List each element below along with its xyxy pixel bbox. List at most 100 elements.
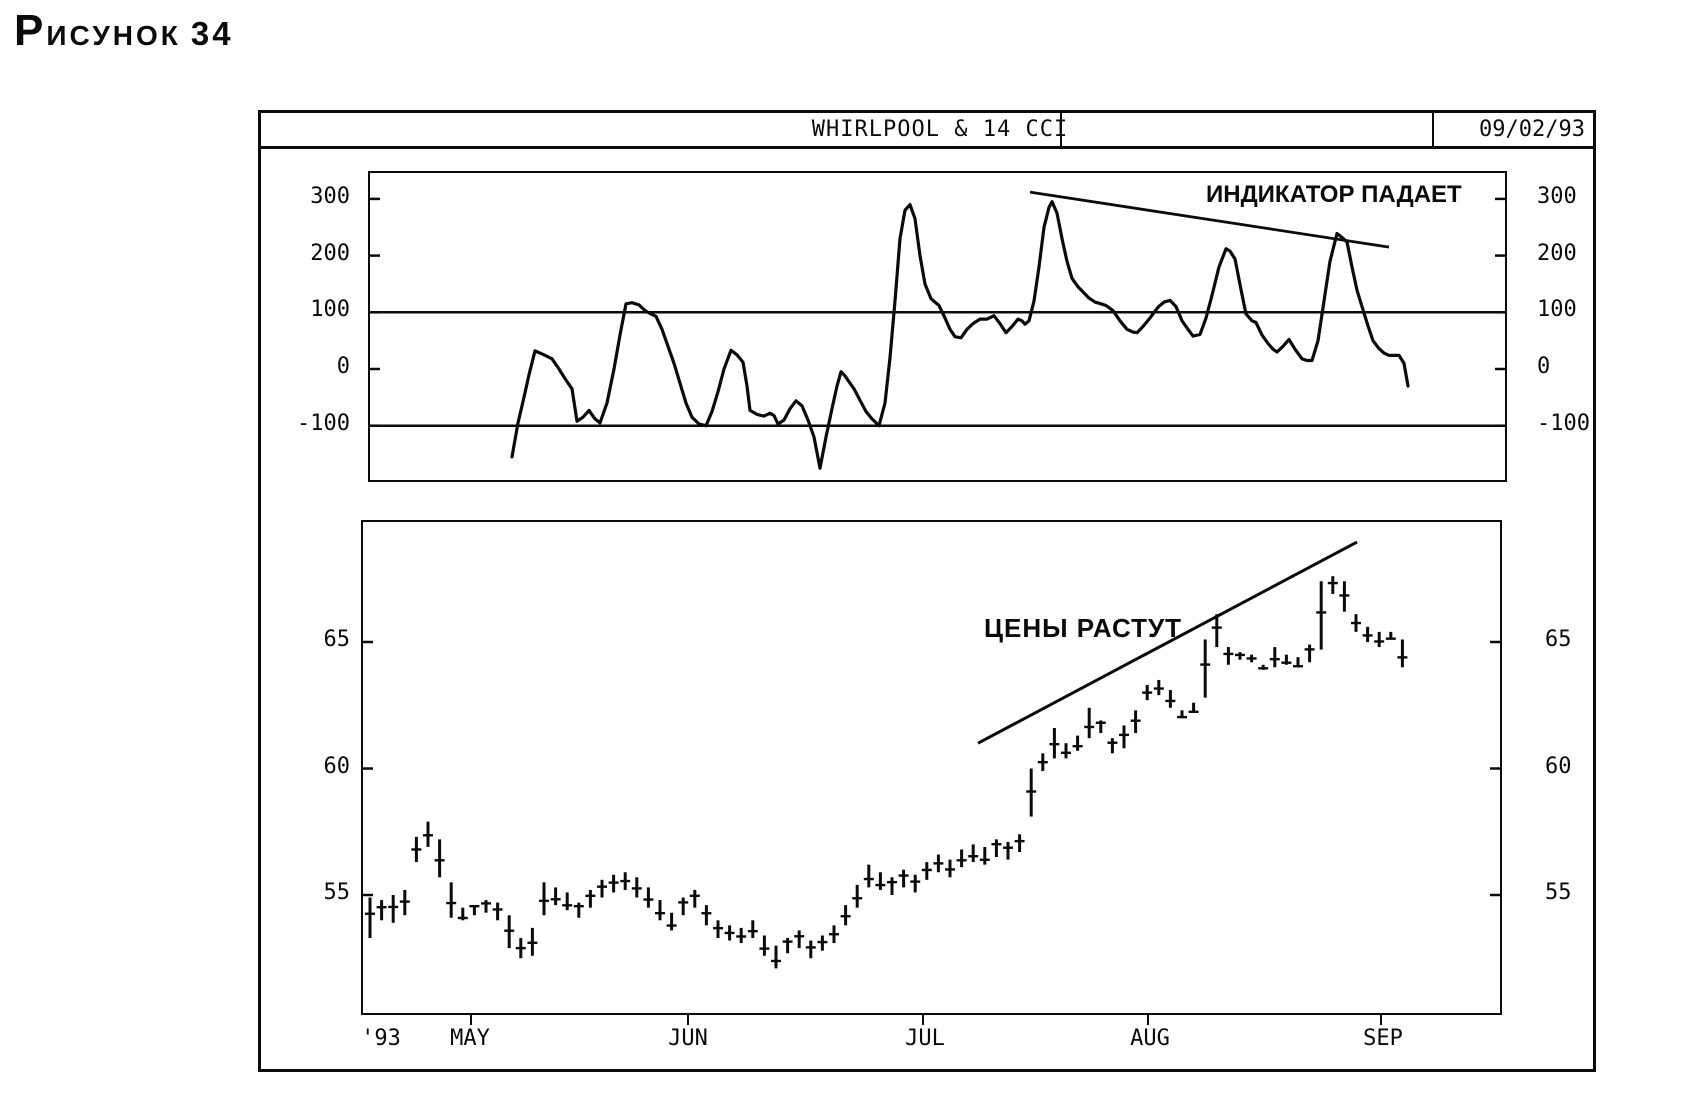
price-panel <box>361 520 1502 1015</box>
x-axis-month-label: SEP <box>1363 1026 1403 1051</box>
price-bar <box>1049 728 1060 759</box>
price-bar <box>991 839 1002 858</box>
price-bar <box>388 895 399 923</box>
price-bar <box>759 935 770 956</box>
figure-number: 34 <box>190 15 234 52</box>
price-bar <box>933 854 944 873</box>
price-bar <box>1153 679 1164 696</box>
price-bar <box>840 905 851 926</box>
price-trendline-up <box>977 540 1358 745</box>
price-bar <box>1014 834 1025 852</box>
price-bar <box>782 938 793 954</box>
cci-chart <box>370 190 1505 470</box>
price-bar <box>620 872 631 890</box>
price-bar <box>597 879 607 898</box>
price-bar <box>434 839 445 878</box>
cci-indicator-panel <box>368 171 1507 482</box>
price-bar <box>1293 657 1303 668</box>
price-bar <box>1119 725 1129 749</box>
chart-date: 09/02/93 <box>1479 117 1585 142</box>
price-bar <box>956 849 967 868</box>
price-bar <box>1142 685 1153 701</box>
price-bar <box>1374 631 1385 648</box>
price-bar <box>1165 690 1176 708</box>
price-bar <box>771 945 781 969</box>
price-bar <box>469 904 480 916</box>
x-axis-month-tick <box>1147 1014 1149 1025</box>
x-axis-month-tick <box>922 1014 924 1025</box>
price-bar <box>713 920 723 939</box>
price-bar <box>481 900 491 913</box>
price-bar <box>585 889 596 908</box>
cci-y-tick-label-right: -100 <box>1537 410 1590 436</box>
price-bar <box>504 915 515 949</box>
price-bar <box>1188 702 1199 713</box>
cci-y-tick-label-right: 100 <box>1537 297 1577 323</box>
price-bar <box>794 930 805 949</box>
price-bar <box>1061 743 1071 759</box>
price-bar <box>747 920 758 939</box>
price-chart <box>363 540 1500 969</box>
price-bar <box>910 874 921 893</box>
x-axis-month-label: JUL <box>905 1026 945 1051</box>
price-bar <box>678 897 689 916</box>
price-bar <box>1107 738 1118 754</box>
x-axis-month-label: '93 <box>361 1026 401 1051</box>
x-axis-month-tick <box>470 1014 472 1025</box>
x-axis-month-label: AUG <box>1130 1026 1170 1051</box>
price-y-tick-label-right: 60 <box>1545 753 1572 779</box>
cci-trendline-down <box>1029 190 1390 249</box>
price-bar <box>539 882 549 916</box>
price-bar <box>1339 581 1350 612</box>
price-y-tick-label-left: 60 <box>323 753 351 779</box>
figure-label-text: ИСУНОК <box>46 20 181 51</box>
price-bar <box>527 927 538 956</box>
figure-label-initial: Р <box>14 6 47 55</box>
price-bar <box>1177 710 1187 719</box>
price-bar <box>829 925 839 944</box>
header-cell-divider <box>1060 112 1062 146</box>
price-bar <box>1281 654 1292 665</box>
price-bar <box>562 892 573 911</box>
chart-title: WHIRLPOOL & 14 CCI <box>811 117 1069 142</box>
price-bar <box>666 912 677 931</box>
price-bar <box>701 905 712 926</box>
price-bar <box>1211 614 1222 648</box>
price-bar <box>1304 644 1315 663</box>
cci-y-tick-label-left: 300 <box>310 183 350 209</box>
price-bar <box>979 846 990 865</box>
price-bar <box>1397 639 1408 668</box>
price-bar <box>689 889 700 908</box>
cci-annotation: ИНДИКАТОР ПАДАЕТ <box>1206 181 1462 208</box>
price-bar <box>631 877 642 898</box>
price-bar <box>643 887 654 908</box>
price-bar <box>817 935 828 951</box>
price-annotation: ЦЕНЫ РАСТУТ <box>984 613 1183 643</box>
price-bar <box>1235 652 1245 660</box>
price-bar <box>1316 581 1327 650</box>
price-bar <box>457 907 468 921</box>
cci-y-tick-label-left: -100 <box>297 410 350 436</box>
price-bar <box>852 884 863 908</box>
x-axis-month-label: JUN <box>668 1026 708 1051</box>
price-bar <box>1223 647 1234 665</box>
cci-y-tick-label-right: 300 <box>1537 183 1577 209</box>
price-bar <box>1362 626 1373 642</box>
price-bar <box>887 877 897 895</box>
figure-border <box>258 110 1596 1072</box>
price-bar <box>1385 631 1396 640</box>
price-y-tick-label-right: 55 <box>1545 880 1572 905</box>
price-bar <box>736 927 747 944</box>
price-bar <box>1026 768 1037 817</box>
price-bar <box>863 864 874 888</box>
price-y-tick-label-left: 65 <box>323 627 351 652</box>
x-axis-month-label: MAY <box>450 1026 490 1051</box>
price-bar <box>1003 841 1013 860</box>
cci-y-tick-label-left: 0 <box>336 354 350 379</box>
x-axis-month-tick <box>1380 1014 1382 1025</box>
price-bar <box>515 938 526 959</box>
price-bar <box>921 862 932 880</box>
price-bar <box>1327 576 1338 594</box>
price-bar <box>492 902 503 921</box>
price-bar <box>1037 753 1048 772</box>
